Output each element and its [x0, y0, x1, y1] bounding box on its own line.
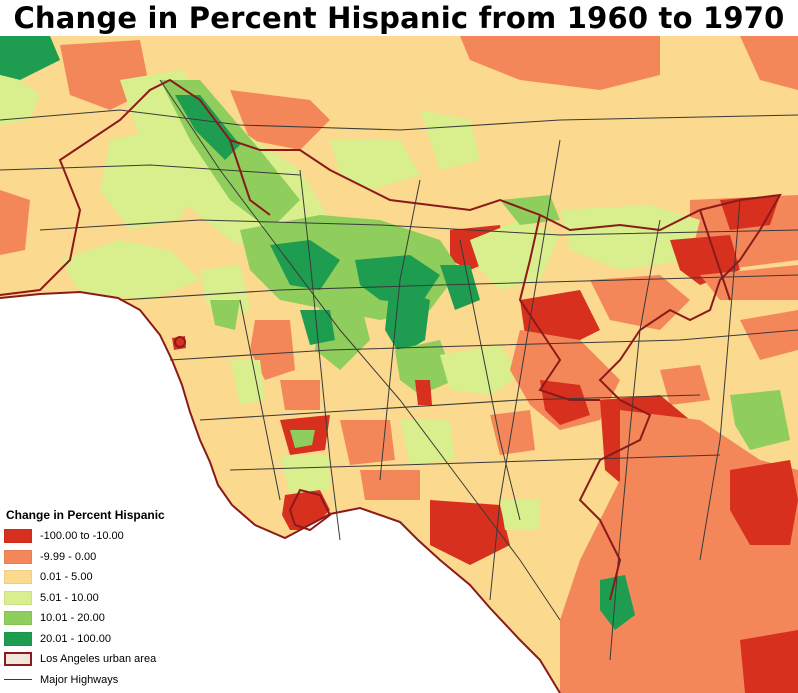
legend-label: -100.00 to -10.00	[40, 530, 124, 543]
map-title: Change in Percent Hispanic from 1960 to …	[13, 1, 785, 35]
legend-item-neg-small: -9.99 - 0.00	[4, 547, 214, 568]
legend-label: 0.01 - 5.00	[40, 571, 93, 584]
map-legend: Change in Percent Hispanic -100.00 to -1…	[4, 508, 214, 690]
legend-item-mid: 5.01 - 10.00	[4, 588, 214, 609]
tract-fills	[0, 36, 798, 693]
legend-label: 5.01 - 10.00	[40, 591, 99, 604]
legend-swatch	[4, 631, 32, 646]
legend-swatch	[4, 549, 32, 564]
legend-swatch	[4, 652, 32, 667]
legend-title: Change in Percent Hispanic	[6, 508, 165, 522]
legend-item-highways: Major Highways	[4, 670, 214, 691]
legend-item-neg-large: -100.00 to -10.00	[4, 526, 214, 547]
legend-label: Los Angeles urban area	[40, 653, 157, 666]
legend-swatch	[4, 590, 32, 605]
legend-label: -9.99 - 0.00	[40, 550, 97, 563]
legend-item-very-high: 20.01 - 100.00	[4, 629, 214, 650]
legend-label: 20.01 - 100.00	[40, 632, 111, 645]
legend-swatch	[4, 679, 32, 681]
legend-label: 10.01 - 20.00	[40, 612, 105, 625]
legend-swatch	[4, 611, 32, 626]
legend-item-low: 0.01 - 5.00	[4, 567, 214, 588]
legend-item-urban-area: Los Angeles urban area	[4, 649, 214, 670]
legend-swatch	[4, 570, 32, 585]
legend-swatch	[4, 529, 32, 544]
major-highways	[0, 79, 798, 661]
legend-label: Major Highways	[40, 673, 119, 686]
choropleth-map[interactable]	[0, 36, 798, 693]
legend-item-high: 10.01 - 20.00	[4, 608, 214, 629]
coastline	[0, 290, 561, 693]
